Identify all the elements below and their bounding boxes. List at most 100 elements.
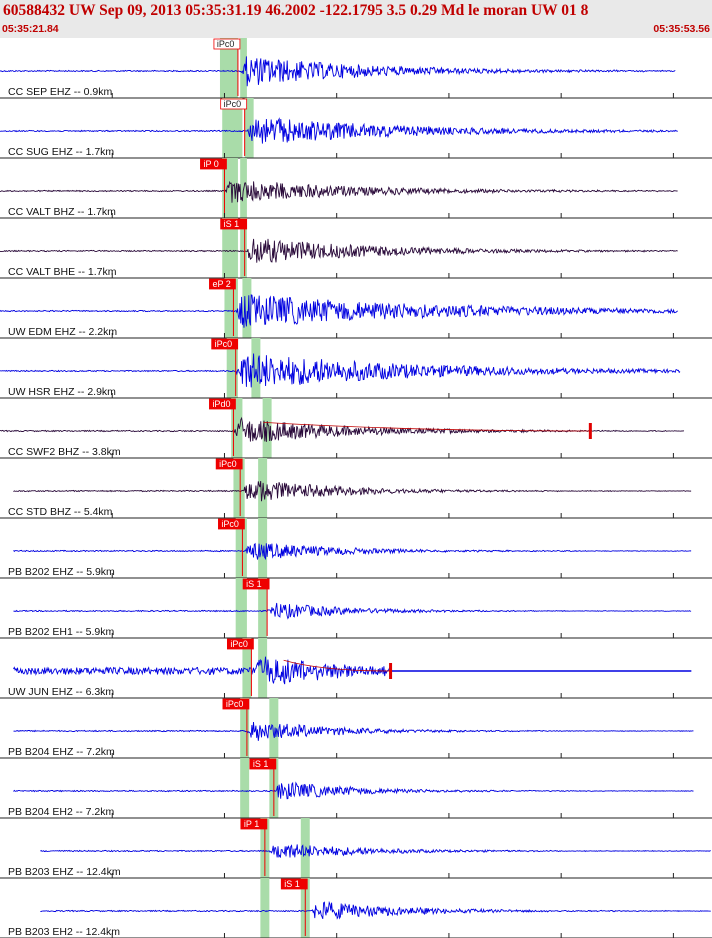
pick-label: iPc0 [221, 519, 239, 529]
trace-row[interactable]: iPc0 PB B204 EHZ -- 7.2km [8, 698, 694, 758]
waveform-trace [0, 238, 678, 263]
phase-window [260, 878, 270, 938]
phase-window [235, 518, 247, 578]
trace-row[interactable]: iPc0 PB B202 EHZ -- 5.9km [8, 518, 692, 578]
station-label: UW HSR EHZ -- 2.9km [8, 386, 116, 398]
pick-label: eP 2 [212, 279, 230, 289]
trace-row[interactable]: iPc0 CC STD BHZ -- 5.4km [8, 458, 692, 518]
trace-row[interactable]: iPd0 CC SWF2 BHZ -- 3.8km [0, 398, 685, 458]
trace-row[interactable]: iS 1 PB B202 EH1 -- 5.9km [8, 578, 692, 638]
pick-label: iPc0 [219, 459, 237, 469]
waveform-trace [0, 416, 685, 442]
pick-flag[interactable] [215, 458, 243, 470]
station-label: UW EDM EHZ -- 2.2km [8, 326, 117, 338]
pick-flag[interactable] [209, 278, 236, 290]
coda-fit-line [283, 659, 391, 672]
pick-flag[interactable] [220, 218, 248, 230]
trace-row[interactable]: iPc0 UW JUN EHZ -- 6.3km [8, 638, 692, 698]
waveform-trace [13, 656, 391, 685]
station-label: CC VALT BHZ -- 1.7km [8, 206, 116, 218]
pick-flag[interactable] [242, 578, 270, 590]
phase-window [240, 218, 247, 278]
waveform-trace [0, 117, 678, 144]
phase-window [219, 38, 238, 98]
phase-window [231, 398, 243, 458]
trace-row[interactable]: iP 1 PB B203 EHZ -- 12.4km [8, 818, 711, 878]
pick-flag[interactable] [240, 818, 268, 830]
pick-label: iS 1 [246, 579, 262, 589]
waveform-trace [13, 480, 692, 502]
pick-flag[interactable] [220, 98, 248, 110]
phase-window [240, 758, 250, 818]
pick-flag[interactable] [218, 518, 245, 530]
header-bar: 60588432 UW Sep 09, 2013 05:35:31.19 46.… [0, 0, 712, 38]
pick-flag[interactable] [200, 158, 227, 170]
coda-marker[interactable] [389, 663, 393, 679]
pick-label: iS 1 [224, 219, 240, 229]
trace-row[interactable]: iPc0 UW HSR EHZ -- 2.9km [0, 338, 681, 398]
station-label: CC SWF2 BHZ -- 3.8km [8, 446, 121, 458]
pick-label: iPc0 [226, 699, 244, 709]
phase-window [240, 698, 250, 758]
coda-marker[interactable] [588, 423, 592, 439]
time-start-label: 05:35:21.84 [2, 23, 59, 35]
waveform-trace [0, 180, 678, 203]
waveform-trace [0, 294, 678, 328]
trace-row[interactable]: iP 0 CC VALT BHZ -- 1.7km [0, 158, 678, 218]
phase-window [224, 278, 238, 338]
trace-row[interactable]: iPc0 CC SUG EHZ -- 1.7km [0, 98, 678, 158]
phase-window [226, 338, 238, 398]
pick-label: iP 0 [203, 159, 218, 169]
waveform-trace [40, 900, 711, 920]
pick-label: iP 1 [244, 819, 259, 829]
phase-window [251, 338, 261, 398]
waveform-trace [13, 602, 692, 620]
pick-label: iS 1 [284, 879, 300, 889]
pick-flag[interactable] [222, 698, 250, 710]
trace-row[interactable]: iS 1 PB B204 EH2 -- 7.2km [8, 758, 694, 818]
seismogram-plot[interactable]: iPc0 CC SEP EHZ -- 0.9km iPc0 CC SUG EHZ --… [0, 38, 712, 938]
phase-window [222, 158, 238, 218]
phase-window [242, 278, 252, 338]
station-label: PB B202 EHZ -- 5.9km [8, 566, 115, 578]
phase-window [233, 458, 245, 518]
coda-fit-line [263, 421, 591, 432]
station-label: UW JUN EHZ -- 6.3km [8, 686, 114, 698]
pick-label: iPc0 [224, 99, 242, 109]
phase-window [235, 578, 247, 638]
station-label: CC SEP EHZ -- 0.9km [8, 86, 112, 98]
trace-row[interactable]: iPc0 CC SEP EHZ -- 0.9km [0, 38, 676, 98]
pick-label: iPd0 [212, 399, 230, 409]
station-label: PB B203 EH2 -- 12.4km [8, 926, 120, 938]
phase-window [222, 98, 243, 158]
pick-label: iPc0 [230, 639, 248, 649]
station-label: PB B202 EH1 -- 5.9km [8, 626, 114, 638]
pick-flag[interactable] [280, 878, 308, 890]
pick-label: iS 1 [253, 759, 269, 769]
phase-window [300, 818, 310, 878]
phase-window [258, 578, 268, 638]
station-label: CC SUG EHZ -- 1.7km [8, 146, 114, 158]
phase-window [258, 518, 268, 578]
phase-window [244, 98, 254, 158]
pick-label: iPc0 [217, 39, 235, 49]
event-title: 60588432 UW Sep 09, 2013 05:35:31.19 46.… [3, 2, 589, 19]
waveform-trace [13, 542, 692, 561]
trace-row[interactable]: iS 1 CC VALT BHE -- 1.7km [0, 218, 678, 278]
phase-window [222, 218, 238, 278]
waveform-trace [13, 721, 694, 741]
pick-flag[interactable] [249, 758, 277, 770]
waveform-trace [0, 56, 676, 87]
pick-flag[interactable] [209, 398, 236, 410]
pick-label: iPc0 [215, 339, 233, 349]
time-end-label: 05:35:53.56 [653, 23, 710, 35]
station-label: PB B203 EHZ -- 12.4km [8, 866, 121, 878]
trace-row[interactable]: eP 2 UW EDM EHZ -- 2.2km [0, 278, 678, 338]
phase-window [258, 638, 268, 698]
pick-flag[interactable] [226, 638, 254, 650]
waveform-trace [0, 353, 681, 388]
pick-flag[interactable] [211, 338, 239, 350]
pick-flag[interactable] [213, 38, 241, 50]
phase-window [269, 698, 279, 758]
trace-row[interactable]: iS 1 PB B203 EH2 -- 12.4km [8, 878, 711, 938]
